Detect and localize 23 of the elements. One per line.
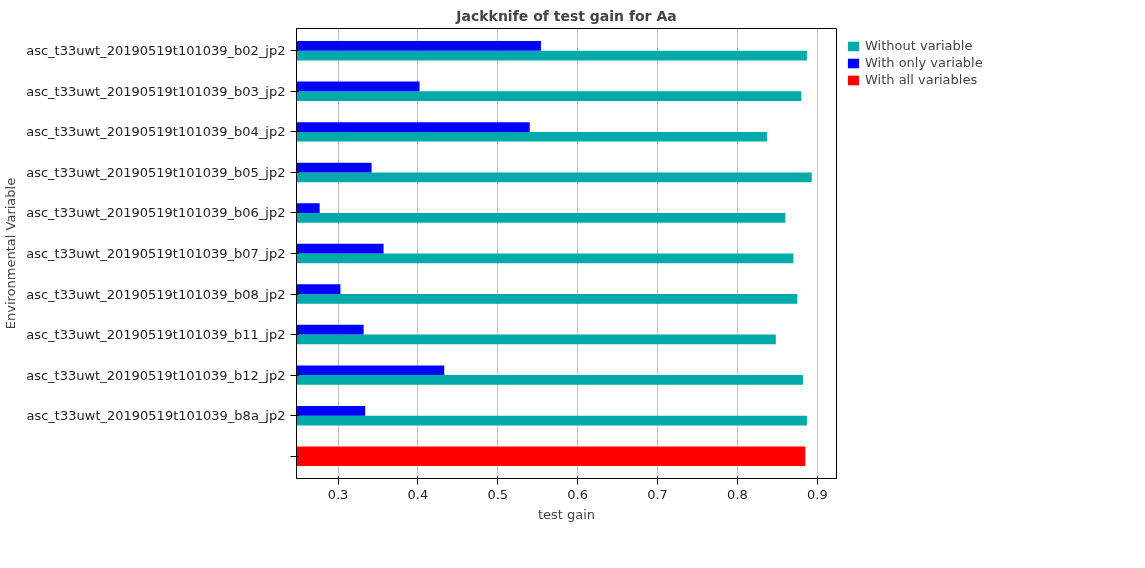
legend-label: With only variable: [865, 55, 983, 70]
legend-label: With all variables: [865, 72, 978, 87]
x-tick-label: 0.5: [487, 486, 509, 502]
x-tick-label: 0.8: [727, 486, 748, 502]
y-tick-label: asc_t33uwt_20190519t101039_b02_jp2: [26, 43, 286, 59]
y-tick-label: asc_t33uwt_20190519t101039_b05_jp2: [26, 164, 286, 180]
x-tick-label: 0.4: [407, 486, 429, 502]
y-axis-title: Environmental Variable: [3, 177, 19, 330]
x-tick-label: 0.6: [567, 486, 589, 502]
y-tick-label: asc_t33uwt_20190519t101039_b8a_jp2: [26, 408, 286, 424]
y-tick-label: asc_t33uwt_20190519t101039_b04_jp2: [26, 124, 286, 140]
y-tick-label: asc_t33uwt_20190519t101039_b11_jp2: [26, 327, 286, 343]
x-tick-label: 0.7: [647, 486, 668, 502]
legend-label: Without variable: [865, 38, 973, 53]
y-tick-label: asc_t33uwt_20190519t101039_b03_jp2: [26, 83, 286, 99]
y-tick-label: asc_t33uwt_20190519t101039_b06_jp2: [26, 205, 286, 221]
y-tick-label: asc_t33uwt_20190519t101039_b12_jp2: [26, 367, 286, 383]
chart-title: Jackknife of test gain for Aa: [455, 7, 677, 24]
x-tick-label: 0.9: [806, 486, 828, 502]
x-axis-title: test gain: [537, 506, 596, 522]
y-tick-label: asc_t33uwt_20190519t101039_b07_jp2: [26, 246, 286, 261]
y-tick-label: asc_t33uwt_20190519t101039_b08_jp2: [26, 286, 286, 302]
x-tick-label: 0.3: [327, 486, 349, 502]
